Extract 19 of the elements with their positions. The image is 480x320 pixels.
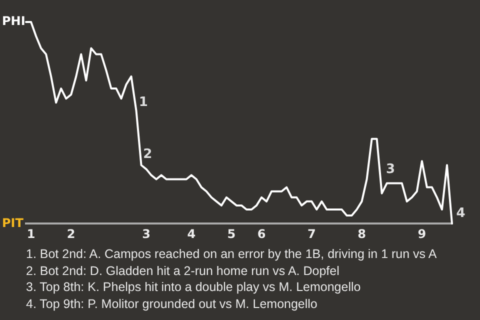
x-tick-label: 9 [418, 226, 426, 241]
x-tick-label: 1 [26, 226, 36, 241]
annotation: 1 [138, 94, 148, 110]
annotation: 2 [143, 147, 152, 162]
annotation: 3 [386, 162, 396, 178]
x-tick-label: 3 [142, 226, 150, 241]
x-tick-label: 7 [307, 226, 316, 241]
text: 3. Top 8th: K. Phelps hit into a double play vs M. Lemongello [26, 279, 362, 296]
x-tick-label: 5 [227, 226, 236, 241]
x-tick-label: 6 [257, 226, 266, 241]
x-tick-label: 4 [187, 226, 196, 241]
text: 1. Bot 2nd: A. Campos reached on an error by the 1B, driving in 1 run vs A [26, 246, 438, 262]
text: 4 [456, 206, 466, 221]
text: PIT [2, 216, 24, 230]
x-tick-label: 8 [358, 226, 366, 241]
x-tick-label: 2 [66, 226, 76, 241]
annotation: PHI [2, 14, 26, 28]
text: 4. Top 9th: P. Molitor grounded out vs M. Lemongello [26, 296, 318, 312]
text: 2. Bot 2nd: D. Gladden hit a 2-run home run vs A. Dopfel [26, 262, 340, 279]
